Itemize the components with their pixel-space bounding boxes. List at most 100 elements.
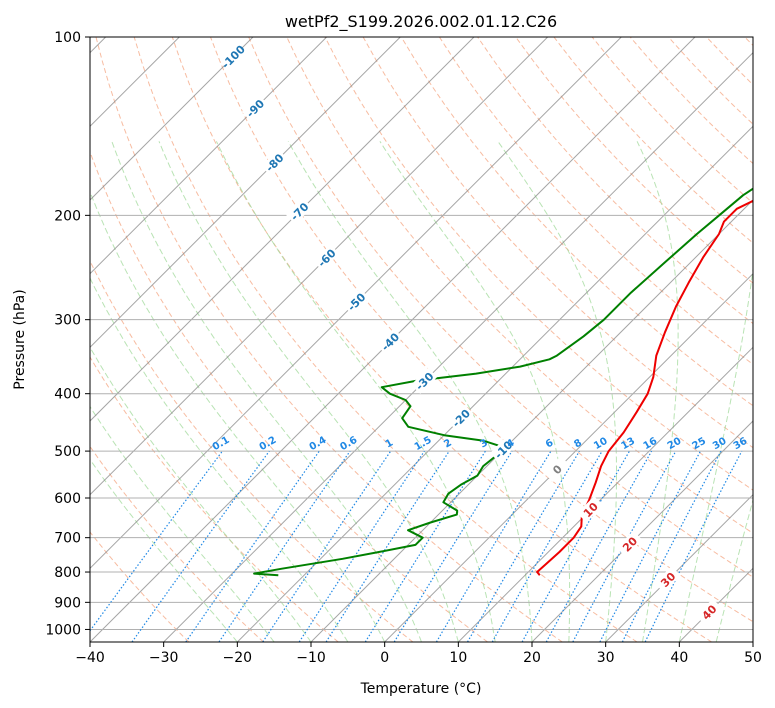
- dry-adiabat: [400, 37, 753, 407]
- mixing-ratio-label: 1: [384, 437, 396, 450]
- x-tick-label: 40: [670, 650, 688, 666]
- y-tick-label: 800: [54, 565, 81, 581]
- isotherm-label-backdrop: [616, 530, 643, 557]
- dry-adiabat: [210, 37, 753, 623]
- isotherm: [236, 125, 753, 642]
- dry-adiabat: [248, 37, 753, 578]
- mixing-ratio-label: 4: [505, 437, 517, 450]
- x-tick-label: 30: [597, 650, 615, 666]
- chart-title: wetPf2_S199.2026.002.01.12.C26: [285, 12, 557, 32]
- mixing-ratio-line: [621, 450, 722, 642]
- mixing-ratio-line: [521, 450, 631, 642]
- mixing-ratio-label: 6: [544, 437, 556, 450]
- isotherm: [90, 37, 549, 496]
- x-tick-label: −30: [149, 650, 179, 666]
- y-tick-label: 400: [54, 387, 81, 403]
- isotherm: [162, 51, 753, 642]
- isotherm: [90, 37, 623, 570]
- isotherm: [90, 37, 254, 201]
- dry-adiabat: [133, 37, 638, 642]
- mixing-ratio-line: [298, 450, 425, 642]
- isotherms: [0, 10, 753, 654]
- mixing-ratio-line: [262, 450, 392, 642]
- mixing-ratio-line: [325, 450, 450, 642]
- isotherm-label-backdrop: [376, 328, 403, 355]
- x-tick-label: 20: [523, 650, 541, 666]
- y-axis: 100 200 300 400 500 600 700 800 900 1000: [45, 30, 90, 638]
- y-tick-label: 1000: [45, 622, 81, 638]
- mixing-ratio-line: [131, 450, 270, 642]
- isotherm: [383, 272, 753, 642]
- temperature-line: [536, 199, 753, 576]
- y-tick-label: 100: [54, 30, 81, 46]
- isotherm-label-backdrop: [695, 598, 722, 625]
- dry-adiabat: [438, 37, 753, 366]
- y-tick-label: 600: [54, 491, 81, 507]
- mixing-ratio-line: [545, 450, 653, 642]
- dry-adiabat: [324, 37, 753, 491]
- isotherm: [457, 346, 753, 642]
- mixing-ratio-line: [364, 450, 486, 642]
- isotherm-label-group: 0: [543, 456, 570, 483]
- plot-background: [90, 37, 753, 642]
- isotherm: [604, 493, 753, 642]
- dry-adiabat: [90, 150, 488, 642]
- y-tick-label: 900: [54, 595, 81, 611]
- isotherm-label-backdrop: [219, 43, 246, 70]
- isotherm-label-backdrop: [286, 198, 313, 225]
- dry-adiabat: [90, 356, 339, 642]
- mixing-ratio-line: [435, 450, 552, 642]
- mixing-ratio-label: 8: [572, 437, 584, 450]
- x-tick-label: −40: [75, 650, 105, 666]
- mixing-ratio-label: 3: [478, 437, 490, 450]
- pressure-gridlines: [90, 37, 753, 630]
- mixing-ratio-line: [599, 450, 702, 642]
- isotherm-label-backdrop: [342, 288, 370, 315]
- mixing-ratio-line: [218, 450, 351, 642]
- x-tick-label: 50: [744, 650, 762, 666]
- dewpoint-line: [253, 187, 753, 577]
- dry-adiabats: [90, 37, 753, 642]
- isotherm-label-backdrop: [577, 496, 604, 523]
- dry-adiabat: [171, 37, 712, 642]
- x-tick-label: −20: [223, 650, 253, 666]
- mixing-ratio-line: [644, 450, 743, 642]
- isotherm: [90, 37, 402, 349]
- y-tick-label: 500: [54, 444, 81, 460]
- mixing-ratio-label: 2: [442, 437, 454, 450]
- isotherm: [90, 37, 696, 642]
- mixing-ratio-line: [90, 450, 223, 632]
- profile-lines: [253, 187, 753, 577]
- isotherm-label-backdrop: [313, 244, 340, 271]
- x-tick-label: −10: [296, 650, 326, 666]
- x-tick-label: 10: [449, 650, 467, 666]
- isotherm: [90, 37, 328, 275]
- y-axis-label: Pressure (hPa): [12, 289, 28, 389]
- mixing-ratio-lines: [90, 450, 743, 642]
- x-tick-label: 0: [380, 650, 389, 666]
- mixing-ratio-line: [393, 450, 513, 642]
- isotherm: [90, 37, 475, 422]
- mixing-ratio-line: [572, 450, 677, 642]
- y-tick-label: 300: [54, 313, 81, 329]
- dry-adiabat: [95, 37, 563, 642]
- y-tick-label: 700: [54, 531, 81, 547]
- dry-adiabat: [515, 37, 753, 284]
- isotherm-label-backdrop: [447, 404, 474, 431]
- dry-adiabat: [90, 445, 264, 642]
- plot-area: -100-90-80-70-60-50-40-30-20-10010203040…: [0, 10, 753, 654]
- isotherm-label-backdrop: [543, 456, 570, 483]
- x-axis: −40 −30 −20 −10 0 10 20 30 40 50: [75, 642, 762, 666]
- y-tick-label: 200: [54, 208, 81, 224]
- isotherm-label-backdrop: [241, 94, 268, 122]
- isotherm-label-backdrop: [489, 436, 517, 463]
- dry-adiabat: [90, 531, 190, 642]
- isotherm-label-backdrop: [654, 566, 681, 593]
- mixing-ratio-line: [185, 450, 320, 642]
- isotherm-label-backdrop: [261, 149, 288, 176]
- plot-frame: [89, 36, 754, 643]
- x-axis-label: Temperature (°C): [360, 681, 482, 697]
- isotherm: [0, 10, 59, 654]
- isotherm: [90, 37, 181, 128]
